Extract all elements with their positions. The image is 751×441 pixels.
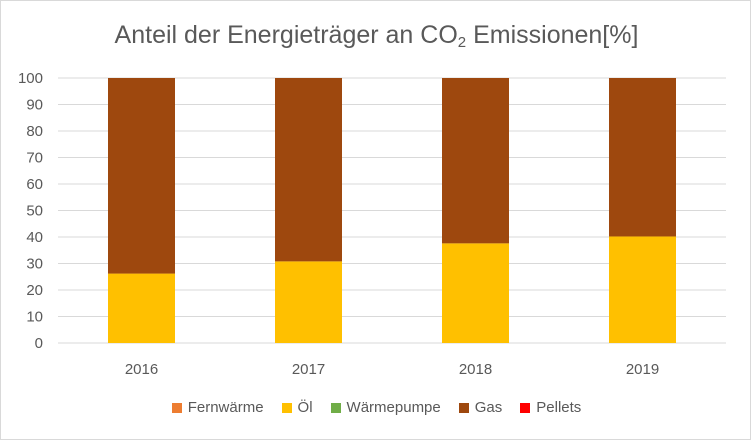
legend-item-4: Pellets	[520, 399, 581, 416]
legend-swatch-3	[458, 402, 469, 413]
y-tick-label-0: 0	[35, 335, 43, 352]
bar-gas-2017	[275, 78, 342, 262]
bar-gas-2018	[442, 78, 509, 244]
legend-label-4: Pellets	[536, 399, 582, 416]
x-tick-label-2016: 2016	[125, 361, 158, 378]
y-tick-label-80: 80	[26, 123, 43, 140]
bar-öl-2016	[108, 273, 175, 343]
chart-legend: Fernwärme Öl Wärmepumpe Gas Pellets	[1, 399, 751, 416]
x-tick-label-2019: 2019	[626, 361, 659, 378]
legend-label-1: Öl	[297, 399, 313, 416]
bar-öl-2019	[609, 236, 676, 343]
legend-item-0: Fernwärme	[171, 399, 264, 416]
x-tick-label-2017: 2017	[292, 361, 325, 378]
y-tick-label-20: 20	[26, 282, 43, 299]
legend-label-3: Gas	[474, 399, 503, 416]
x-tick-label-2018: 2018	[459, 361, 492, 378]
legend-item-1: Öl	[281, 399, 313, 416]
legend-swatch-0	[171, 402, 182, 413]
y-tick-label-100: 100	[18, 70, 43, 87]
y-tick-label-70: 70	[26, 150, 43, 167]
chart-title-main: Anteil der Energieträger an CO	[114, 21, 458, 49]
bar-öl-2018	[442, 243, 509, 343]
bar-gas-2019	[609, 78, 676, 237]
y-tick-label-60: 60	[26, 176, 43, 193]
y-tick-label-50: 50	[26, 203, 43, 220]
y-tick-label-10: 10	[26, 309, 43, 326]
legend-label-2: Wärmepumpe	[346, 399, 441, 416]
legend-label-0: Fernwärme	[187, 399, 264, 416]
legend-item-2: Wärmepumpe	[330, 399, 441, 416]
legend-item-3: Gas	[458, 399, 503, 416]
bar-öl-2017	[275, 261, 342, 343]
chart-title-rest: Emissionen[%]	[466, 21, 639, 49]
chart-title-subscript: 2	[457, 34, 467, 51]
y-tick-label-30: 30	[26, 256, 43, 273]
chart-title: Anteil der Energieträger an CO2 Emission…	[1, 21, 751, 51]
legend-swatch-4	[520, 402, 531, 413]
legend-swatch-2	[330, 402, 341, 413]
legend-swatch-1	[281, 402, 292, 413]
bar-gas-2016	[108, 78, 175, 274]
y-tick-label-40: 40	[26, 229, 43, 246]
y-tick-label-90: 90	[26, 97, 43, 114]
